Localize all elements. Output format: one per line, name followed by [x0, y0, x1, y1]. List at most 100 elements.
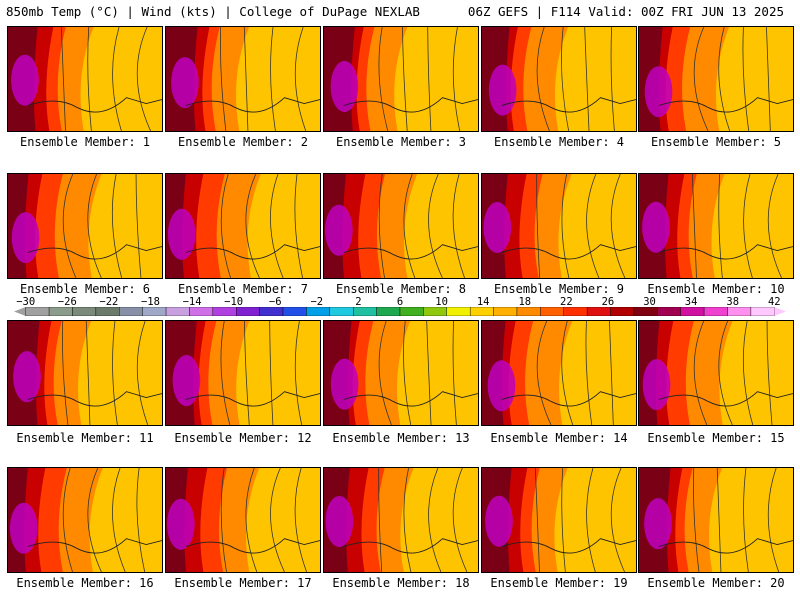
colorbar-swatch [236, 307, 260, 316]
colorbar-swatch [376, 307, 401, 316]
colorbar-swatch [423, 307, 447, 316]
colorbar-swatch [516, 307, 541, 316]
temperature-map [639, 27, 793, 131]
temperature-map [324, 321, 478, 425]
member-label: Ensemble Member: 3 [335, 135, 467, 149]
member-label: Ensemble Member: 19 [490, 576, 628, 590]
map-panel [165, 467, 321, 573]
map-panel [323, 467, 479, 573]
map-panel [165, 320, 321, 426]
colorbar-swatch [72, 307, 97, 316]
colorbar-swatch [727, 307, 752, 316]
colorbar-tick-label: 18 [518, 296, 532, 308]
colorbar-swatch [353, 307, 377, 316]
temperature-map [482, 321, 636, 425]
member-label: Ensemble Member: 2 [177, 135, 309, 149]
temperature-map [166, 174, 320, 278]
temperature-map [166, 321, 320, 425]
colorbar-labels: −30 −26 −22 −18 −14 −10 −6 −2 2 6 10 14 18 22 26 30 34 38… [14, 296, 786, 308]
colorbar-swatch [165, 307, 190, 316]
map-panel [481, 173, 637, 279]
temperature-map [8, 27, 162, 131]
member-label: Ensemble Member: 10 [647, 282, 785, 296]
map-panel [323, 26, 479, 132]
colorbar-tick-label: −14 [182, 296, 202, 308]
map-title: 850mb Temp (°C) | Wind (kts) | College o… [6, 4, 420, 19]
temperature-map [639, 321, 793, 425]
temperature-map [324, 27, 478, 131]
colorbar-swatch [563, 307, 588, 316]
colorbar-tick-label: −22 [99, 296, 119, 308]
temperature-map [482, 27, 636, 131]
member-label: Ensemble Member: 8 [335, 282, 467, 296]
map-panel [7, 173, 163, 279]
colorbar-tick-label: 6 [396, 296, 404, 308]
map-panel [638, 467, 794, 573]
colorbar-swatch [189, 307, 214, 316]
map-panel [481, 467, 637, 573]
colorbar-swatch [750, 307, 775, 316]
member-label: Ensemble Member: 7 [177, 282, 309, 296]
temperature-map [324, 174, 478, 278]
colorbar-tick-label: 38 [726, 296, 740, 308]
member-label: Ensemble Member: 20 [647, 576, 785, 590]
map-panel [7, 467, 163, 573]
colorbar-swatch [259, 307, 284, 316]
colorbar-tick-label: 42 [767, 296, 781, 308]
colorbar-swatch [680, 307, 705, 316]
colorbar-tick-label: 26 [601, 296, 615, 308]
map-panel [323, 320, 479, 426]
colorbar-swatch [493, 307, 518, 316]
colorbar-tick-label: −30 [16, 296, 36, 308]
map-panel [165, 26, 321, 132]
map-panel [638, 173, 794, 279]
colorbar-tick-label: −2 [310, 296, 324, 308]
temperature-map [166, 27, 320, 131]
member-label: Ensemble Member: 15 [647, 431, 785, 445]
temperature-map [324, 468, 478, 572]
colorbar-tick-label: 22 [560, 296, 573, 308]
map-panel [165, 173, 321, 279]
temperature-map [639, 174, 793, 278]
colorbar-tick-label: 10 [435, 296, 448, 308]
colorbar-swatch [329, 307, 354, 316]
colorbar-swatch [469, 307, 494, 316]
member-label: Ensemble Member: 12 [174, 431, 312, 445]
header: 850mb Temp (°C) | Wind (kts) | College o… [6, 4, 794, 22]
colorbar-swatch [446, 307, 471, 316]
temperature-map [639, 468, 793, 572]
colorbar-tick-label: 2 [355, 296, 362, 308]
colorbar-swatch [540, 307, 564, 316]
colorbar-tick-label: 30 [643, 296, 656, 308]
map-panel [481, 320, 637, 426]
colorbar-swatch [657, 307, 681, 316]
colorbar-swatch [119, 307, 143, 316]
run-valid-time: 06Z GEFS | F114 Valid: 00Z FRI JUN 13 20… [467, 4, 784, 19]
member-label: Ensemble Member: 17 [174, 576, 312, 590]
colorbar-swatch [633, 307, 658, 316]
colorbar-swatch [95, 307, 120, 316]
colorbar-scale [14, 307, 786, 316]
colorbar-tick-label: −10 [224, 296, 244, 308]
map-panel [323, 173, 479, 279]
colorbar-swatch [610, 307, 635, 316]
member-label: Ensemble Member: 5 [650, 135, 782, 149]
member-label: Ensemble Member: 16 [16, 576, 154, 590]
member-label: Ensemble Member: 13 [332, 431, 470, 445]
colorbar-tick-label: −26 [57, 296, 77, 308]
colorbar-swatch [586, 307, 611, 316]
colorbar-swatch [212, 307, 237, 316]
member-label: Ensemble Member: 9 [493, 282, 625, 296]
colorbar-tick-label: −18 [140, 296, 160, 308]
map-panel [638, 26, 794, 132]
member-label: Ensemble Member: 11 [16, 431, 154, 445]
temperature-map [8, 321, 162, 425]
member-label: Ensemble Member: 14 [490, 431, 628, 445]
member-label: Ensemble Member: 1 [19, 135, 151, 149]
member-label: Ensemble Member: 6 [19, 282, 151, 296]
temperature-map [166, 468, 320, 572]
colorbar-swatch [25, 307, 50, 316]
colorbar-tick-label: −6 [268, 296, 282, 308]
colorbar-tick-label: 34 [684, 296, 698, 308]
temperature-map [8, 468, 162, 572]
